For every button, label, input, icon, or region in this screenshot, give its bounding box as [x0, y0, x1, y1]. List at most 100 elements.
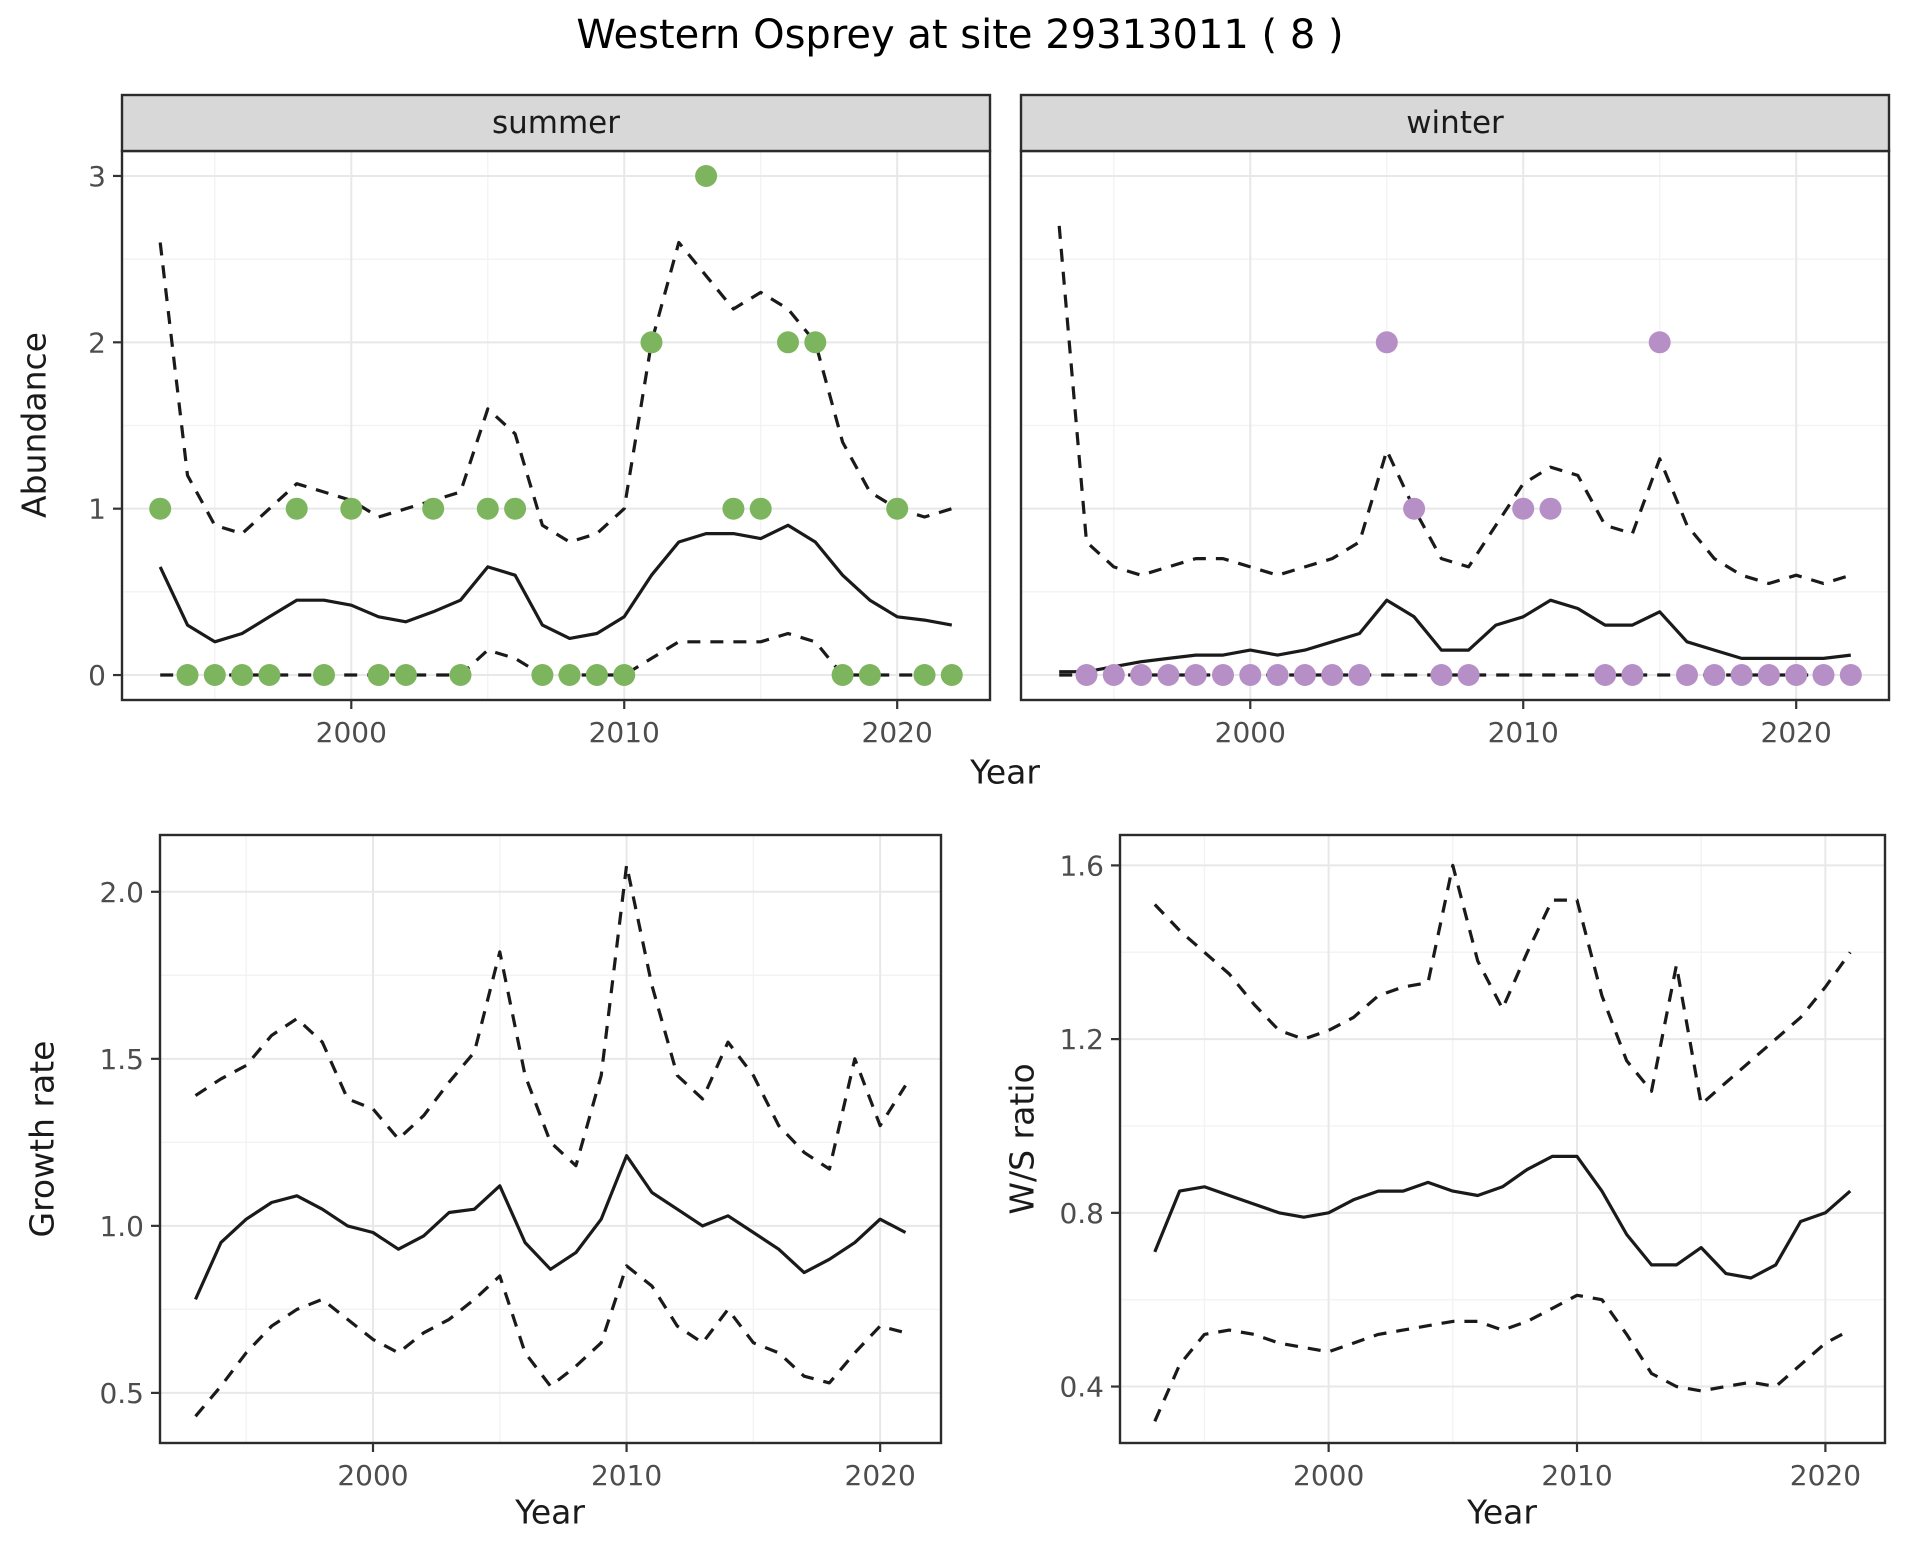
y-tick-label: 0.4 — [1059, 1371, 1104, 1404]
y-tick-label: 1 — [88, 493, 106, 526]
y-tick-label: 0.5 — [99, 1377, 144, 1410]
abundance_summer-observed-point — [394, 664, 417, 686]
panel-background — [1120, 835, 1885, 1443]
abundance_summer-observed-point — [340, 497, 363, 520]
abundance_winter-observed-point — [1539, 497, 1562, 520]
y-tick-label: 1.2 — [1059, 1023, 1104, 1056]
x-tick-label: 2010 — [1541, 1459, 1612, 1492]
abundance_summer-observed-point — [858, 664, 881, 686]
panel-background — [160, 835, 941, 1443]
abundance_summer-panel: 2000 2010 2020 0 1 2 3 — [88, 93, 992, 749]
abundance_summer-observed-point — [777, 331, 799, 354]
abundance_summer-observed-point — [231, 664, 254, 686]
abundance_winter-panel: 2000 2010 2020 — [1019, 93, 1891, 749]
abundance_summer-observed-point — [886, 497, 909, 520]
abundance_summer-observed-point — [313, 664, 335, 686]
ws_ratio-lower_ci-line — [1153, 1293, 1851, 1422]
abundance_winter-observed-point — [1403, 497, 1426, 520]
abundance_winter-observed-point — [1075, 664, 1098, 686]
abundance_winter-observed-point — [1266, 664, 1289, 686]
abundance_winter-observed-point — [1839, 664, 1862, 686]
abundance_summer-observed-point — [558, 664, 581, 686]
y-tick-label: 2.0 — [99, 876, 144, 909]
x-tick-label: 2020 — [845, 1459, 916, 1492]
y-axis-label-growth-rate: Growth rate — [22, 1040, 62, 1238]
abundance_winter-observed-point — [1676, 664, 1698, 686]
abundance_summer-observed-point — [504, 497, 527, 520]
growth_rate-median-line — [194, 1154, 907, 1301]
abundance_winter-median-line — [1059, 598, 1851, 674]
abundance_winter-observed-point — [1621, 664, 1644, 686]
abundance_winter-observed-point — [1348, 664, 1371, 686]
y-tick-label: 1.0 — [99, 1210, 144, 1243]
abundance_summer-observed-point — [913, 664, 936, 686]
abundance_winter-observed-point — [1212, 664, 1234, 686]
abundance_summer-observed-point — [585, 664, 608, 686]
abundance_summer-facet-strip — [120, 93, 992, 153]
abundance_summer-observed-point — [258, 664, 281, 686]
y-axis-label-abundance: Abundance — [14, 332, 54, 518]
abundance_winter-observed-point — [1375, 331, 1398, 354]
abundance_winter-observed-point — [1730, 664, 1753, 686]
abundance_winter-observed-point — [1157, 664, 1180, 686]
abundance_winter-observed-point — [1594, 664, 1617, 686]
figure-title: Western Osprey at site 29313011 ( 8 ) — [576, 12, 1344, 58]
y-tick-label: 0.8 — [1059, 1197, 1104, 1230]
abundance_summer-median-line — [158, 523, 953, 644]
y-tick-label: 1.6 — [1059, 849, 1104, 882]
abundance_winter-observed-point — [1102, 664, 1125, 686]
x-tick-label: 2000 — [1293, 1459, 1364, 1492]
abundance_summer-observed-point — [531, 664, 554, 686]
abundance_summer-observed-point — [176, 664, 199, 686]
abundance_summer-observed-point — [722, 497, 745, 520]
x-axis-label-year-ws: Year — [1467, 1492, 1537, 1532]
abundance_summer-observed-point — [285, 497, 308, 520]
panel-border — [158, 833, 943, 1445]
abundance_winter-observed-point — [1512, 497, 1535, 520]
abundance_summer-observed-point — [149, 497, 172, 520]
x-tick-label: 2010 — [589, 716, 660, 749]
abundance_winter-observed-point — [1239, 664, 1262, 686]
ws_ratio-panel: 2000 2010 2020 0.4 0.8 1.2 1.6 — [1059, 833, 1887, 1492]
y-tick-label: 0 — [88, 659, 106, 692]
abundance_winter-observed-point — [1757, 664, 1780, 686]
abundance_summer-observed-point — [695, 165, 718, 187]
abundance_winter-observed-point — [1812, 664, 1835, 686]
abundance_winter-observed-point — [1648, 331, 1671, 354]
facet-strip-summer: summer — [491, 105, 620, 141]
abundance_winter-observed-point — [1703, 664, 1726, 686]
y-tick-label: 3 — [88, 160, 106, 193]
x-axis-label-year-top: Year — [970, 752, 1040, 792]
panel-border — [1118, 833, 1887, 1445]
abundance_summer-observed-point — [831, 664, 854, 686]
facet-strip-winter: winter — [1406, 105, 1504, 141]
abundance_winter-observed-point — [1130, 664, 1153, 686]
abundance_summer-observed-point — [367, 664, 390, 686]
abundance_winter-facet-strip — [1019, 93, 1891, 153]
y-tick-label: 1.5 — [99, 1043, 144, 1076]
abundance_winter-observed-point — [1321, 664, 1344, 686]
ws_ratio-median-line — [1153, 1154, 1852, 1280]
abundance_summer-observed-point — [476, 497, 499, 520]
ws_ratio-upper_ci-line — [1153, 863, 1852, 1106]
abundance_summer-observed-point — [449, 664, 472, 686]
x-tick-label: 2010 — [591, 1459, 662, 1492]
x-tick-label: 2000 — [1215, 716, 1286, 749]
growth_rate-lower_ci-line — [194, 1264, 906, 1418]
abundance_winter-observed-point — [1293, 664, 1316, 686]
abundance_summer-observed-point — [203, 664, 226, 686]
growth_rate-upper_ci-line — [194, 863, 907, 1171]
abundance_summer-observed-point — [640, 331, 663, 354]
x-axis-label-year-growth: Year — [515, 1492, 585, 1532]
abundance_winter-observed-point — [1785, 664, 1808, 686]
x-tick-label: 2000 — [337, 1459, 408, 1492]
abundance_summer-observed-point — [749, 497, 772, 520]
x-tick-label: 2000 — [316, 716, 387, 749]
x-tick-label: 2020 — [1761, 716, 1832, 749]
abundance_winter-observed-point — [1457, 664, 1480, 686]
abundance_summer-observed-point — [422, 497, 445, 520]
abundance_winter-observed-point — [1184, 664, 1207, 686]
abundance_winter-observed-point — [1430, 664, 1453, 686]
abundance_summer-upper_ci-line — [158, 240, 953, 544]
